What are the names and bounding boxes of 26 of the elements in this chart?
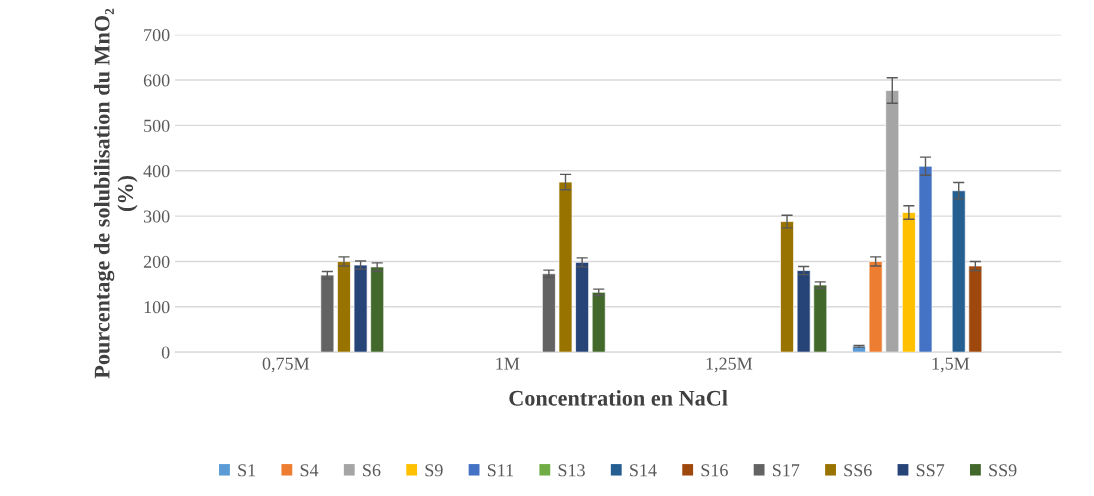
y-tick-label: 0 — [161, 346, 170, 359]
y-tick-label: 700 — [144, 28, 170, 42]
y-tick-label: 200 — [143, 255, 170, 268]
y-axis-title: Pourcentage de solubilisation du MnO₂ (%) — [93, 8, 138, 379]
y-tick-label: 300 — [143, 210, 170, 223]
legend-label: S13 — [558, 464, 585, 477]
legend-label: SS9 — [989, 464, 1017, 477]
x-tick-label: 1,25M — [706, 357, 753, 373]
legend-label: SS6 — [844, 464, 872, 477]
legend-label: S11 — [487, 464, 514, 477]
legend-label: S4 — [300, 464, 319, 477]
y-tick-label: 100 — [144, 301, 170, 314]
x-tick-label: 1,5M — [932, 357, 970, 373]
y-tick-label: 400 — [143, 165, 170, 178]
legend-label: SS7 — [916, 464, 945, 477]
y-tick-label: 500 — [144, 119, 170, 132]
x-tick-label: 0,75M — [262, 357, 310, 373]
legend-label: S9 — [425, 464, 443, 477]
x-tick-label: 1M — [496, 357, 520, 370]
legend-label: S16 — [701, 464, 728, 477]
legend-label: S14 — [630, 464, 657, 477]
legend-label: S17 — [772, 464, 800, 477]
legend-label: S1 — [238, 464, 256, 477]
y-tick-label: 600 — [143, 74, 170, 87]
x-axis-title: Concentration en NaCl — [509, 390, 728, 406]
legend-label: S6 — [363, 464, 381, 477]
